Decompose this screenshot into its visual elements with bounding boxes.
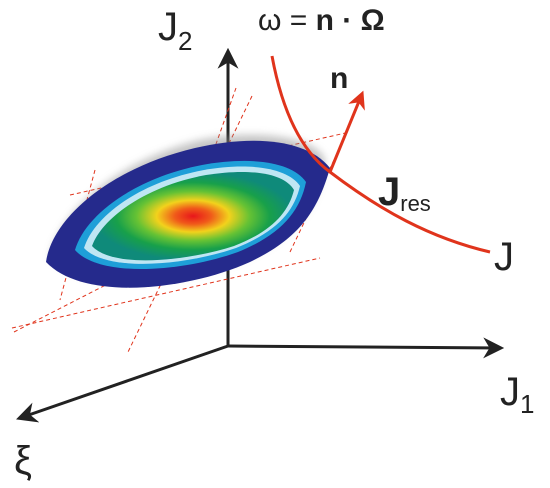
j-curve-label: J <box>494 235 514 279</box>
j2-axis-label: J2 <box>158 5 192 56</box>
torus-core <box>92 171 294 261</box>
normal-vector-label: n <box>330 62 348 95</box>
xi-axis-line <box>16 344 229 423</box>
j1-axis-line <box>227 337 505 359</box>
guide-bottom-tangent <box>11 257 321 329</box>
j1-axis-label: J1 <box>500 370 534 419</box>
resonance-elements <box>270 55 491 254</box>
guide-left-edge <box>59 169 96 301</box>
frequency-equation: ω = n · Ω <box>258 4 385 37</box>
labels: J2 ω = n · Ω n Jres J J1 ξ <box>14 4 534 483</box>
torus-distribution <box>46 134 330 288</box>
normal-vector-arrow <box>328 90 365 173</box>
xi-axis-label: ξ <box>14 439 32 483</box>
j-res-label: Jres <box>378 170 431 216</box>
resonance-curve <box>270 55 491 254</box>
